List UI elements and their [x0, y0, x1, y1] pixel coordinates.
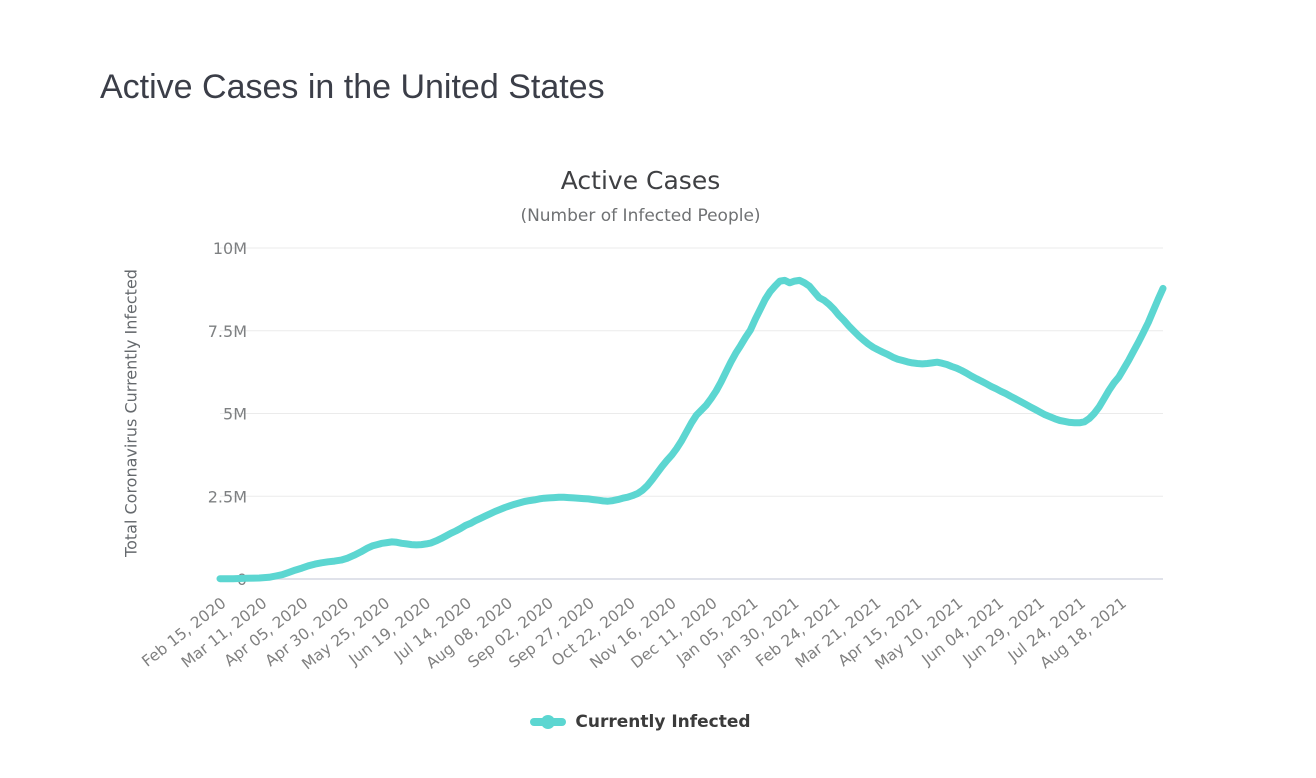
chart-subtitle: (Number of Infected People)	[520, 206, 761, 226]
y-axis-tick-label: 7.5M	[208, 322, 247, 341]
chart-title: Active Cases	[560, 166, 721, 195]
y-axis-tick-label: 2.5M	[208, 487, 247, 506]
series-line-currently-infected	[216, 276, 1167, 583]
legend-label: Currently Infected	[575, 712, 751, 732]
y-axis-tick-label: 10M	[213, 239, 247, 258]
y-axis-tick-label: 5M	[223, 405, 247, 424]
page-title: Active Cases in the United States	[100, 68, 605, 106]
legend-item-currently-infected[interactable]: Currently Infected	[118, 712, 1163, 732]
legend-line-marker-icon	[530, 715, 567, 729]
